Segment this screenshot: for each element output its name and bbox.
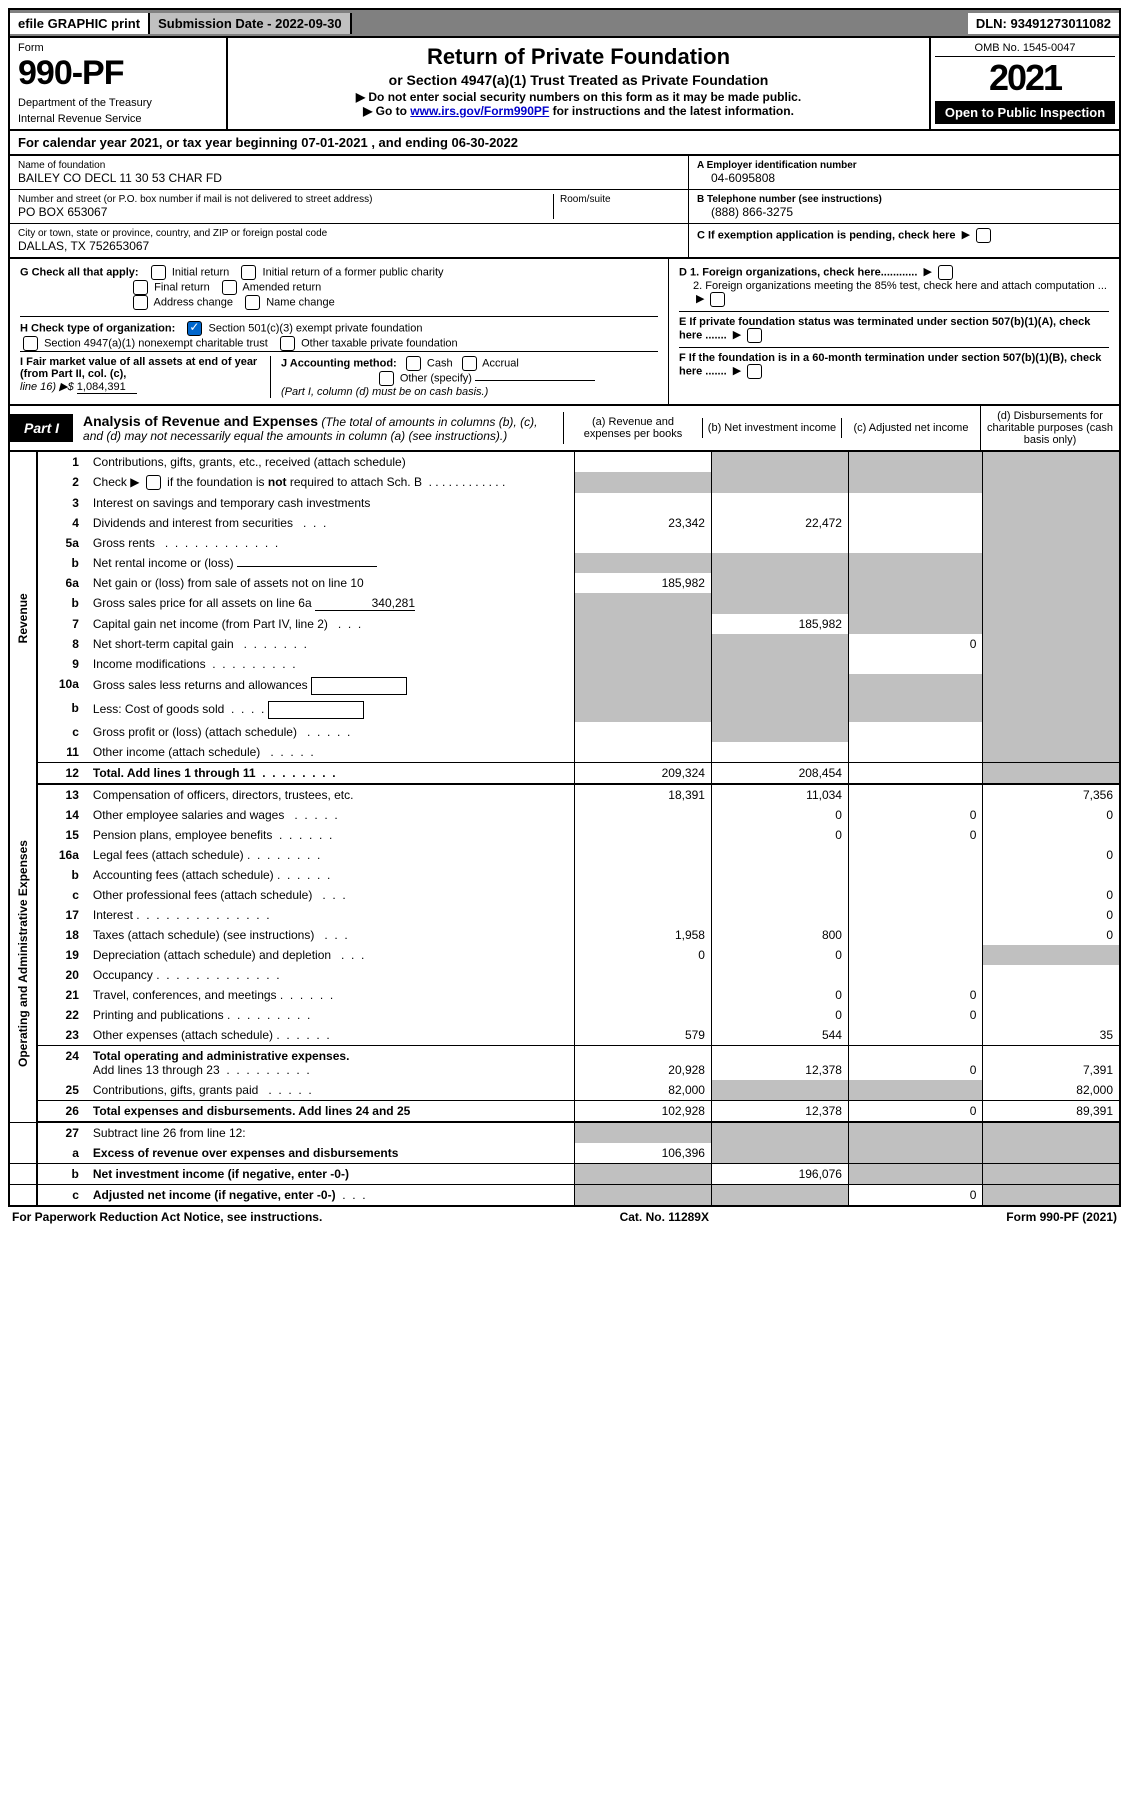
cat-no: Cat. No. 11289X	[620, 1210, 709, 1224]
footer: For Paperwork Reduction Act Notice, see …	[8, 1207, 1121, 1227]
header-left: Form 990-PF Department of the Treasury I…	[10, 38, 228, 129]
part1-label: Part I	[10, 414, 73, 442]
section-g-to-j: G Check all that apply: Initial return I…	[8, 259, 1121, 406]
form-header: Form 990-PF Department of the Treasury I…	[8, 38, 1121, 131]
foundation-addr: PO BOX 653067	[18, 205, 553, 219]
omb-number: OMB No. 1545-0047	[935, 42, 1115, 57]
part1-table: Revenue 1Contributions, gifts, grants, e…	[8, 452, 1121, 1207]
foundation-info: Name of foundation BAILEY CO DECL 11 30 …	[8, 156, 1121, 259]
ein: 04-6095808	[697, 171, 1111, 185]
revenue-label: Revenue	[9, 452, 37, 785]
form-ref: Form 990-PF (2021)	[1006, 1210, 1117, 1224]
addr-label: Number and street (or P.O. box number if…	[18, 194, 553, 205]
calendar-year: For calendar year 2021, or tax year begi…	[8, 131, 1121, 156]
fmv-value: 1,084,391	[77, 381, 137, 394]
opex-label: Operating and Administrative Expenses	[9, 785, 37, 1122]
i-label: I Fair market value of all assets at end…	[20, 356, 257, 380]
phone-label: B Telephone number (see instructions)	[697, 194, 1111, 205]
header-right: OMB No. 1545-0047 2021 Open to Public In…	[929, 38, 1119, 129]
paperwork-notice: For Paperwork Reduction Act Notice, see …	[12, 1210, 322, 1224]
dept-treasury: Department of the Treasury	[18, 97, 218, 109]
note-ssn: ▶ Do not enter social security numbers o…	[244, 90, 913, 104]
form-subtitle: or Section 4947(a)(1) Trust Treated as P…	[244, 72, 913, 88]
part1-header: Part I Analysis of Revenue and Expenses …	[8, 406, 1121, 452]
submission-date: Submission Date - 2022-09-30	[150, 13, 352, 34]
city-label: City or town, state or province, country…	[18, 228, 680, 239]
dln: DLN: 93491273011082	[968, 13, 1119, 34]
top-bar: efile GRAPHIC print Submission Date - 20…	[8, 8, 1121, 38]
note-goto: ▶ Go to www.irs.gov/Form990PF for instru…	[244, 104, 913, 118]
c-checkbox[interactable]	[976, 228, 991, 243]
phone: (888) 866-3275	[697, 205, 1111, 219]
dept-irs: Internal Revenue Service	[18, 113, 218, 125]
room-label: Room/suite	[560, 194, 680, 205]
c-label: C If exemption application is pending, c…	[697, 229, 956, 241]
form-title: Return of Private Foundation	[244, 44, 913, 70]
part1-title: Analysis of Revenue and Expenses	[83, 413, 318, 429]
h1-checkbox[interactable]	[187, 321, 202, 336]
foundation-city: DALLAS, TX 752653067	[18, 239, 680, 253]
g-label: G Check all that apply:	[20, 266, 139, 278]
form-label: Form	[18, 42, 218, 54]
ein-label: A Employer identification number	[697, 160, 1111, 171]
header-mid: Return of Private Foundation or Section …	[228, 38, 929, 129]
name-label: Name of foundation	[18, 160, 680, 171]
open-public: Open to Public Inspection	[935, 101, 1115, 124]
irs-link[interactable]: www.irs.gov/Form990PF	[410, 104, 549, 118]
h-label: H Check type of organization:	[20, 322, 175, 334]
efile-label[interactable]: efile GRAPHIC print	[10, 13, 150, 34]
foundation-name: BAILEY CO DECL 11 30 53 CHAR FD	[18, 171, 680, 185]
tax-year: 2021	[935, 57, 1115, 99]
form-number: 990-PF	[18, 54, 218, 93]
